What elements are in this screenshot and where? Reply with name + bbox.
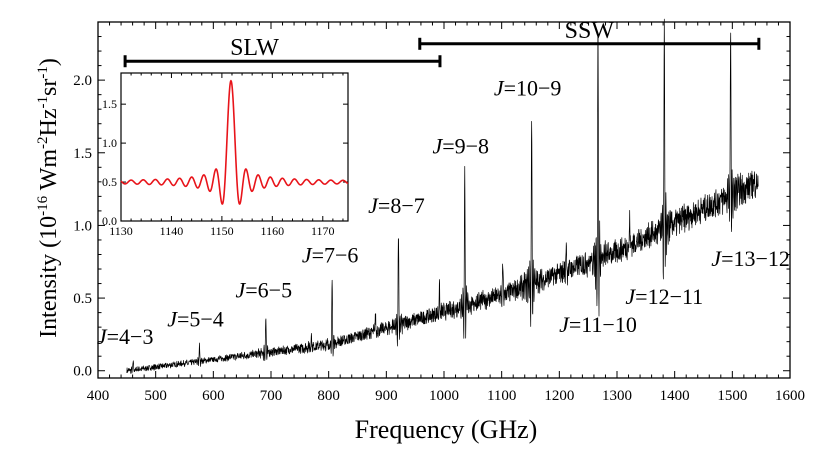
co-transition-label: J=6−5 [236, 278, 293, 303]
inset-y-tick-label: 0.5 [102, 175, 117, 189]
plot-frame [97, 21, 791, 379]
x-tick-label: 1100 [487, 388, 516, 404]
x-tick-label: 1600 [775, 388, 805, 404]
inset-y-tick-label: 1.5 [102, 97, 117, 111]
co-transition-label: J=11−10 [559, 312, 637, 337]
y-tick-label: 0.5 [73, 291, 92, 307]
co-transition-label: J=8−7 [368, 193, 425, 218]
x-tick-label: 700 [260, 388, 283, 404]
co-transition-label: J=13−12 [711, 246, 790, 271]
co-transition-label: J=12−11 [625, 284, 703, 309]
inset-x-tick-label: 1140 [160, 224, 184, 238]
x-tick-label: 600 [202, 388, 225, 404]
x-tick-label: 1000 [429, 388, 459, 404]
co-transition-label: J=10−9 [494, 76, 562, 101]
x-axis-label: Frequency (GHz) [355, 415, 538, 444]
inset-line-profile [120, 79, 349, 205]
inset-y-tick-label: 1.0 [102, 136, 117, 150]
inset-x-tick-label: 1170 [311, 224, 335, 238]
inset-x-tick-label: 1160 [261, 224, 285, 238]
spectrum-trace [126, 18, 759, 374]
main-plot: 400 500 600 700 800 900 1000 1100 1200 1300 1400 15… [73, 18, 805, 404]
x-tick-label: 1500 [717, 388, 747, 404]
band-label-slw: SLW [230, 35, 279, 61]
inset-y-tick-label: 0.0 [102, 214, 117, 228]
y-tick-label: 1.0 [73, 218, 92, 234]
inset-frame [120, 72, 349, 222]
inset-x-tick-label: 1130 [109, 224, 133, 238]
x-tick-label: 1300 [602, 388, 632, 404]
x-tick-label: 1200 [544, 388, 574, 404]
y-tick-label: 2.0 [73, 73, 92, 89]
x-tick-label: 800 [317, 388, 340, 404]
co-transition-label: J=9−8 [432, 134, 489, 159]
y-tick-label: 1.5 [73, 146, 92, 162]
inset-x-tick-label: 1150 [210, 224, 234, 238]
y-tick-label: 0.0 [73, 364, 92, 380]
y-axis-label: Intensity (10-16 Wm-2Hz-1sr-1) [35, 58, 62, 338]
x-tick-label: 900 [375, 388, 398, 404]
x-tick-label: 500 [144, 388, 167, 404]
x-tick-label: 1400 [660, 388, 690, 404]
x-tick-label: 400 [87, 388, 110, 404]
co-transition-label: J=4−3 [97, 324, 154, 349]
co-transition-label: J=5−4 [167, 307, 224, 332]
co-transition-label: J=7−6 [302, 243, 359, 268]
